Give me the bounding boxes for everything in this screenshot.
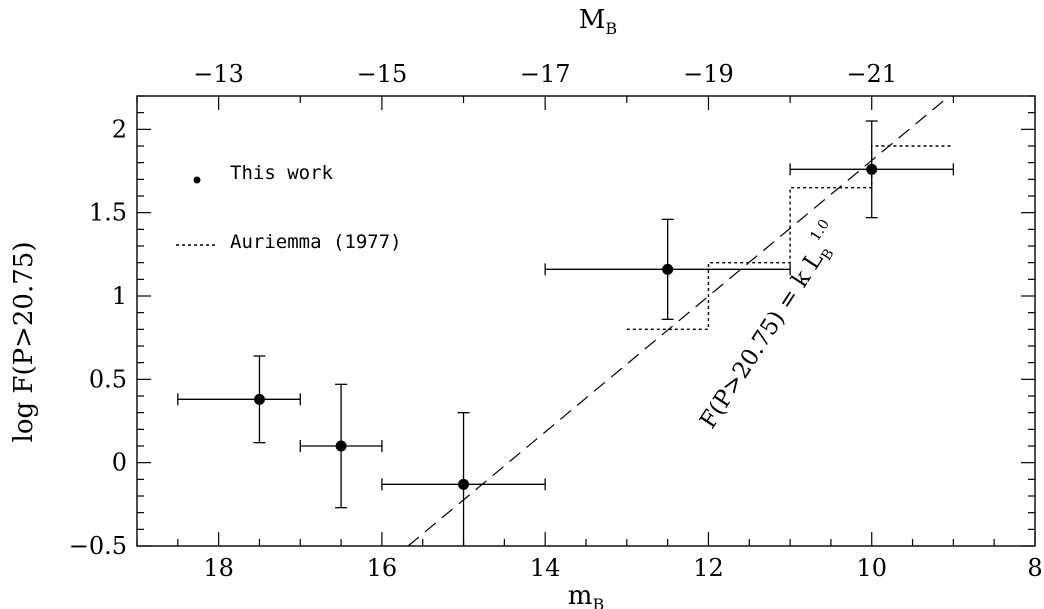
data-point-group xyxy=(789,120,955,219)
x-axis-label-base: m xyxy=(568,581,593,609)
relation-annotation: F(P>20.75) = k LB1.0 xyxy=(690,217,850,436)
top-axis-label-base: M xyxy=(579,5,606,35)
y-tick-label: 0.5 xyxy=(89,365,127,393)
y-tick-label: 2 xyxy=(112,115,127,143)
top-tick-label: −21 xyxy=(846,60,897,88)
y-axis-label: log F(P>20.75) xyxy=(9,242,39,443)
legend-label-auriemma: Auriemma (1977) xyxy=(230,231,402,253)
legend: This work Auriemma (1977) xyxy=(176,162,402,253)
data-point-group xyxy=(177,355,301,444)
top-tick-label: −19 xyxy=(683,60,734,88)
data-point-group xyxy=(299,383,383,509)
x-tick-label: 8 xyxy=(1027,554,1042,582)
top-axis-label: MB xyxy=(579,5,617,38)
top-tick-label: −15 xyxy=(357,60,408,88)
relation-dashed-line xyxy=(407,95,950,547)
y-tick-label: −0.5 xyxy=(69,532,127,560)
data-point xyxy=(458,478,470,490)
y-tick-label: 1 xyxy=(112,282,127,310)
x-axis-label: mB xyxy=(568,581,604,609)
relation-annotation-superscript: 1.0 xyxy=(807,217,833,244)
y-tick-label: 0 xyxy=(112,449,127,477)
top-axis-label-subscript: B xyxy=(605,19,617,38)
x-tick-label: 14 xyxy=(530,554,561,582)
data-point-group xyxy=(544,218,791,320)
data-point xyxy=(866,163,878,175)
data-marks xyxy=(177,95,955,547)
x-tick-label: 10 xyxy=(856,554,887,582)
x-tick-label: 18 xyxy=(203,554,234,582)
relation-annotation-base: F(P>20.75) = k L xyxy=(695,247,828,433)
x-axis-label-subscript: B xyxy=(592,595,604,609)
y-tick-label: 1.5 xyxy=(89,199,127,227)
x-tick-label: 12 xyxy=(693,554,724,582)
x-tick-label: 16 xyxy=(367,554,398,582)
axis-ticks: 18 16 14 12 10 8 −13 −15 −17 −19 −21 −0.5 0 0.5 1 1.5 2 xyxy=(69,60,1043,582)
legend-marker-this-work xyxy=(193,176,201,184)
data-point xyxy=(253,393,265,405)
data-point xyxy=(662,263,674,275)
top-tick-label: −17 xyxy=(520,60,571,88)
top-tick-label: −13 xyxy=(193,60,244,88)
legend-label-this-work: This work xyxy=(230,162,334,184)
data-point xyxy=(335,440,347,452)
data-point-group xyxy=(381,412,546,546)
